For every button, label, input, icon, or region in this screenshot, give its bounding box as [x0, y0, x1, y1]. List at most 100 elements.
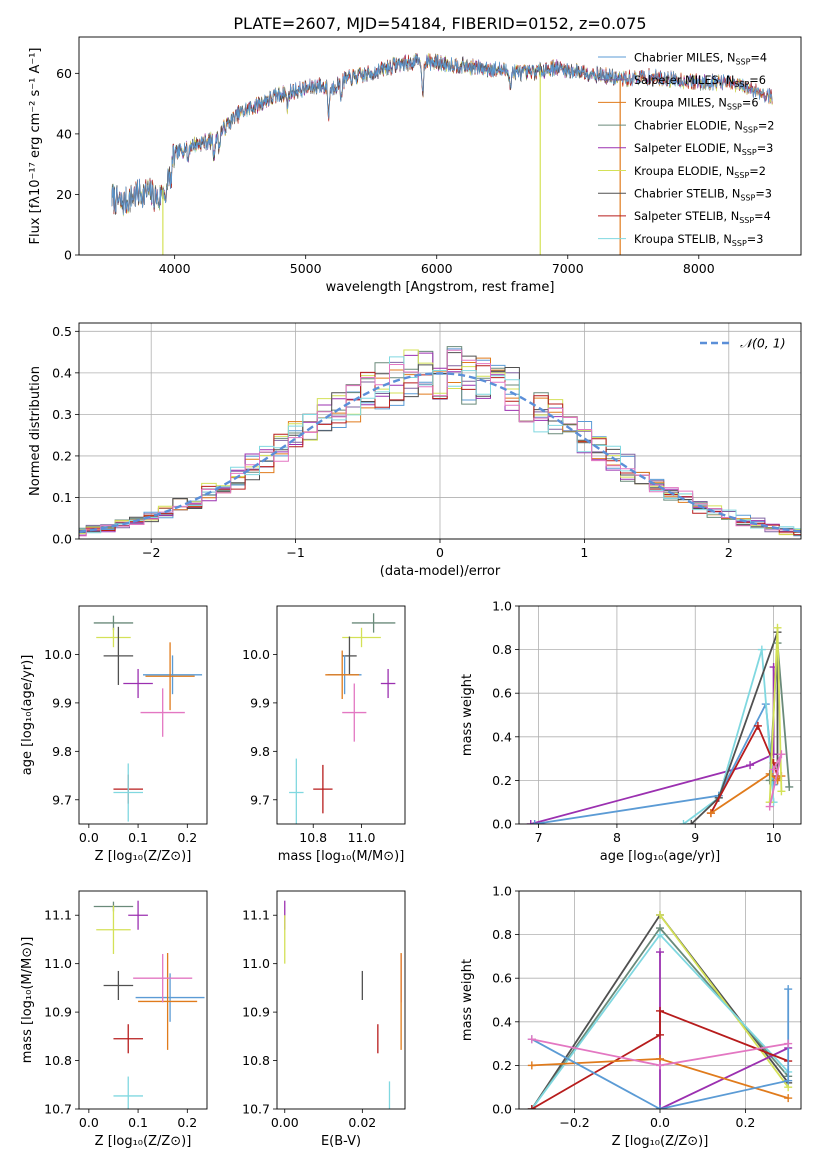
errorbar-point — [135, 973, 205, 1022]
y-tick-label: 0.0 — [492, 1102, 512, 1117]
z-age-plot-area — [93, 615, 203, 822]
x-tick-label: 0.2 — [736, 1115, 756, 1130]
histogram-kroupa_miles — [79, 357, 801, 535]
weight-marker — [687, 820, 696, 824]
x-tick-label: 0.0 — [79, 1115, 99, 1130]
y-tick-label: 0.6 — [492, 686, 512, 701]
errorbar-point — [289, 758, 304, 824]
legend-entry: Kroupa MILES, NSSP=6 — [634, 97, 759, 112]
x-tick-label: 2 — [725, 545, 733, 560]
weight-marker — [527, 1035, 536, 1044]
errorbar-point — [113, 1076, 143, 1109]
y-tick-label: 11.0 — [44, 956, 72, 971]
errorbar-point — [103, 970, 134, 1000]
y-tick-label: 40 — [56, 126, 72, 141]
y-tick-label: 60 — [56, 66, 72, 81]
weight-marker — [679, 820, 688, 824]
weight-marker — [784, 985, 793, 994]
y-tick-label: 1.0 — [492, 884, 512, 899]
errorbar-point — [325, 650, 360, 700]
y-tick-label: 10.8 — [44, 1053, 72, 1068]
weight-marker — [777, 750, 786, 759]
z-mass-axes: 0.0 0.1 0.2 10.7 10.8 10.9 11.0 11.1 Z [log₁₀(Z/… — [20, 890, 208, 1149]
weight-marker — [785, 782, 794, 791]
x-tick-label: 0.02 — [348, 1115, 376, 1130]
weight-series-salpeter_stelib — [710, 723, 779, 814]
x-tick-label: 0.2 — [177, 830, 197, 845]
panel-residuals: −2 −1 0 1 2 0.0 0.1 0.2 0.3 0.4 0.5 (data-model)/er… — [28, 322, 802, 579]
histogram-extra_pink — [79, 349, 801, 537]
weight-marker — [527, 1061, 536, 1070]
weight-marker — [656, 1061, 664, 1070]
panel-ebv-mass: 0.00 0.02 10.7 10.8 10.9 11.0 11.1 E(B-V) — [242, 890, 406, 1149]
mass-age-plot-area — [289, 613, 396, 824]
weight-marker — [530, 820, 539, 824]
errorbar-point — [96, 905, 131, 954]
x-tick-label: 10.8 — [299, 830, 327, 845]
spectrum-legend: Chabrier MILES, NSSP=4 Salpeter MILES, NS… — [598, 51, 774, 248]
y-tick-label: 0.3 — [52, 407, 72, 422]
z-mass-frame — [78, 890, 208, 1110]
legend-entry: Salpeter ELODIE, NSSP=3 — [634, 142, 773, 157]
z-mass-xlabel: Z [log₁₀(Z/Z⊙)] — [95, 1134, 192, 1149]
z-age-xlabel: Z [log₁₀(Z/Z⊙)] — [95, 849, 192, 864]
y-tick-label: 0.4 — [492, 729, 512, 744]
errorbar-point — [113, 763, 143, 822]
spectrum-line-chabrier_miles — [111, 53, 773, 216]
weight-marker — [765, 802, 774, 811]
y-tick-label: 10.0 — [242, 647, 270, 662]
panel-z-mass: 0.0 0.1 0.2 10.7 10.8 10.9 11.0 11.1 Z [log₁₀(Z/… — [20, 890, 208, 1149]
weight-series-chabrier_miles — [531, 989, 790, 1109]
weight-marker — [706, 809, 715, 818]
x-tick-label: 0.1 — [128, 830, 148, 845]
x-tick-label: 10 — [766, 830, 782, 845]
y-tick-label: 10.9 — [44, 1005, 72, 1020]
x-tick-label: 0.2 — [177, 1115, 197, 1130]
panel-age-weight: 7 8 9 10 0.0 0.2 0.4 0.6 0.8 1.0 age [log₁₀(age/yr… — [460, 599, 802, 864]
y-tick-label: 10.8 — [242, 1053, 270, 1068]
weight-marker — [656, 1006, 664, 1015]
x-tick-label: 8000 — [683, 261, 715, 276]
y-tick-label: 9.8 — [250, 744, 270, 759]
errorbar-point — [128, 900, 148, 930]
age-weight-xlabel: age [log₁₀(age/yr)] — [600, 849, 721, 864]
errorbar-point — [133, 953, 193, 1003]
x-tick-label: 6000 — [421, 261, 453, 276]
age-weight-plot-area — [526, 623, 794, 824]
x-tick-label: −1 — [286, 545, 304, 560]
ebv-mass-xlabel: E(B-V) — [321, 1134, 361, 1149]
y-tick-label: 10.0 — [44, 647, 72, 662]
x-tick-label: 0.0 — [79, 830, 99, 845]
weight-marker — [526, 820, 535, 824]
errorbar-point — [380, 668, 396, 699]
mass-age-xlabel: mass [log₁₀(M/M⊙)] — [278, 849, 405, 864]
residuals-legend: 𝒩(0, 1) — [700, 336, 786, 351]
z-weight-ylabel: mass weight — [460, 959, 475, 1041]
errorbar-point — [123, 668, 153, 699]
weight-marker — [753, 721, 762, 730]
weight-marker — [656, 1105, 664, 1109]
z-weight-frame — [518, 890, 802, 1110]
legend-entry: Kroupa STELIB, NSSP=3 — [634, 233, 763, 248]
legend-entry: Chabrier MILES, NSSP=4 — [634, 51, 767, 66]
y-tick-label: 0.8 — [492, 642, 512, 657]
z-age-axes: 0.0 0.1 0.2 9.7 9.8 9.9 10.0 Z [log₁₀(Z/Z⊙)] age… — [20, 605, 208, 864]
histogram-kroupa_stelib — [79, 356, 801, 534]
weight-marker — [656, 930, 664, 939]
y-tick-label: 9.7 — [250, 792, 270, 807]
weight-series-kroupa_miles — [710, 772, 783, 814]
errorbar-point — [138, 953, 198, 1050]
residuals-xlabel: (data-model)/error — [380, 564, 501, 579]
weight-marker — [777, 787, 786, 796]
y-tick-label: 1.0 — [492, 599, 512, 614]
y-tick-label: 11.0 — [242, 956, 270, 971]
z-mass-plot-area — [93, 900, 205, 1109]
ebv-mass-frame — [276, 890, 406, 1110]
y-tick-label: 9.9 — [250, 695, 270, 710]
x-tick-label: 8 — [613, 830, 621, 845]
residuals-ylabel: Normed distribution — [28, 366, 43, 496]
weight-marker — [656, 910, 664, 919]
x-tick-label: 9 — [691, 830, 699, 845]
legend-entry: Salpeter STELIB, NSSP=4 — [634, 210, 771, 225]
errorbar-point — [103, 626, 134, 685]
